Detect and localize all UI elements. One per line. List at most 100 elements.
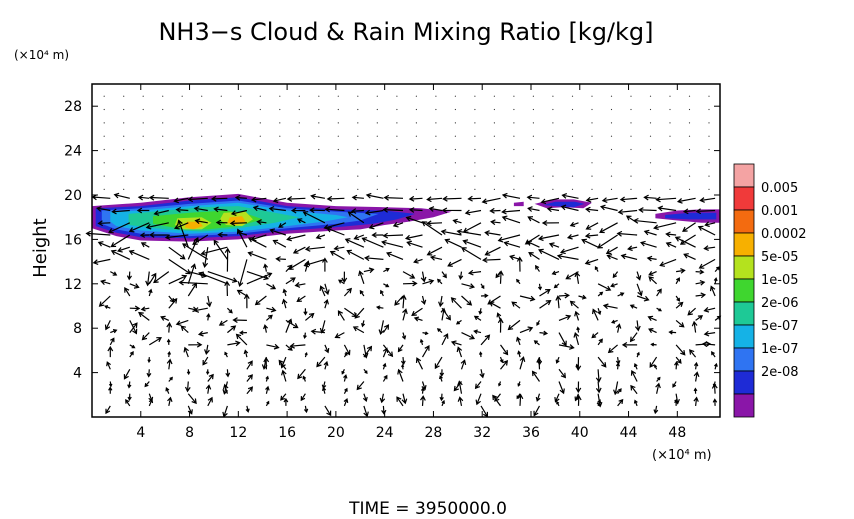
vector-dot bbox=[376, 188, 378, 190]
vector-dot bbox=[649, 148, 652, 151]
vector-dot bbox=[181, 175, 183, 177]
cloud-contour-11 bbox=[665, 212, 717, 220]
wind-vector bbox=[612, 271, 619, 279]
vector-dot bbox=[142, 108, 144, 111]
wind-vector bbox=[617, 398, 624, 407]
wind-vector bbox=[646, 255, 657, 262]
wind-vector bbox=[107, 345, 114, 358]
wind-vector bbox=[401, 393, 408, 405]
wind-vector bbox=[250, 234, 267, 242]
wind-vector bbox=[350, 208, 364, 214]
vector-dot bbox=[513, 175, 515, 177]
vector-dot bbox=[591, 148, 593, 151]
vector-dot bbox=[220, 95, 222, 97]
wind-vector bbox=[266, 343, 280, 350]
wind-vector bbox=[206, 313, 211, 321]
vector-dot bbox=[142, 135, 144, 137]
wind-vector bbox=[281, 298, 288, 309]
vector-dot bbox=[376, 162, 378, 164]
wind-vector bbox=[438, 295, 444, 308]
wind-vector bbox=[484, 246, 501, 256]
wind-vector bbox=[97, 220, 111, 227]
wind-vector bbox=[620, 253, 638, 260]
wind-vector bbox=[272, 239, 287, 248]
wind-vector bbox=[556, 400, 560, 407]
vector-dot bbox=[688, 162, 691, 164]
wind-vector bbox=[302, 375, 307, 382]
wind-vector bbox=[560, 204, 579, 212]
colorbar-label: 0.001 bbox=[761, 204, 798, 219]
wind-vector bbox=[548, 242, 560, 248]
vector-dot bbox=[435, 108, 437, 111]
wind-vector bbox=[141, 332, 150, 341]
wind-vector bbox=[712, 398, 718, 406]
wind-vector bbox=[615, 357, 621, 365]
vector-dot bbox=[513, 188, 515, 190]
wind-vector bbox=[638, 207, 657, 213]
wind-vector bbox=[110, 329, 118, 334]
vector-dot bbox=[279, 135, 281, 137]
wind-vector bbox=[400, 294, 407, 309]
wind-vector bbox=[693, 361, 699, 370]
wind-vector bbox=[499, 356, 504, 364]
wind-vector bbox=[695, 292, 707, 299]
wind-vector bbox=[479, 369, 485, 379]
vector-dot bbox=[162, 122, 164, 124]
vector-dot bbox=[279, 108, 281, 111]
wind-vector bbox=[676, 197, 696, 204]
wind-vector bbox=[444, 238, 462, 248]
wind-vector bbox=[281, 369, 287, 382]
y-tick-label: 24 bbox=[64, 144, 82, 160]
vector-dot bbox=[181, 188, 183, 190]
vector-dot bbox=[318, 122, 320, 124]
vector-dot bbox=[630, 108, 632, 111]
vector-dot bbox=[415, 122, 417, 124]
vector-dot bbox=[610, 175, 613, 177]
wind-vector bbox=[501, 192, 521, 199]
wind-vector bbox=[461, 283, 476, 289]
wind-vector bbox=[383, 194, 404, 201]
wind-vector bbox=[460, 359, 467, 370]
vector-dot bbox=[610, 95, 613, 97]
cloud-contour-14 bbox=[513, 201, 524, 207]
wind-vector bbox=[343, 287, 353, 297]
vector-dot bbox=[376, 122, 378, 124]
vector-dot bbox=[708, 122, 710, 124]
wind-vector bbox=[596, 393, 603, 408]
time-label: TIME = 3950000.0 bbox=[348, 499, 507, 519]
wind-vector bbox=[420, 395, 426, 406]
wind-vector bbox=[341, 369, 345, 375]
vector-dot bbox=[357, 108, 359, 111]
wind-vector bbox=[498, 381, 502, 387]
vector-dot bbox=[337, 162, 339, 164]
wind-vector bbox=[511, 301, 521, 309]
wind-vector bbox=[429, 255, 443, 261]
wind-vector bbox=[364, 255, 384, 262]
wind-vector bbox=[136, 207, 150, 214]
wind-vector bbox=[597, 356, 607, 368]
vector-dot bbox=[649, 135, 652, 137]
wind-vector bbox=[594, 265, 599, 272]
wind-vector bbox=[144, 381, 150, 388]
wind-vector bbox=[592, 308, 599, 321]
vector-dot bbox=[552, 122, 554, 124]
wind-vector bbox=[503, 240, 521, 248]
wind-vector bbox=[607, 344, 618, 354]
vector-dot bbox=[708, 108, 710, 111]
colorbar-swatch bbox=[733, 163, 755, 188]
vector-dot bbox=[688, 122, 691, 124]
y-tick-label: 4 bbox=[73, 366, 82, 382]
vector-dot bbox=[279, 162, 281, 164]
wind-vector bbox=[458, 271, 464, 280]
wind-vector bbox=[617, 209, 638, 215]
wind-vector bbox=[207, 396, 213, 407]
vector-dot bbox=[688, 108, 691, 111]
wind-vector bbox=[246, 374, 253, 382]
wind-vector bbox=[558, 314, 572, 321]
vector-dot bbox=[396, 135, 398, 137]
vector-dot bbox=[337, 148, 339, 151]
wind-vector bbox=[222, 381, 229, 395]
vector-dot bbox=[669, 148, 671, 151]
wind-vector bbox=[478, 308, 483, 315]
wind-vector bbox=[601, 197, 618, 203]
